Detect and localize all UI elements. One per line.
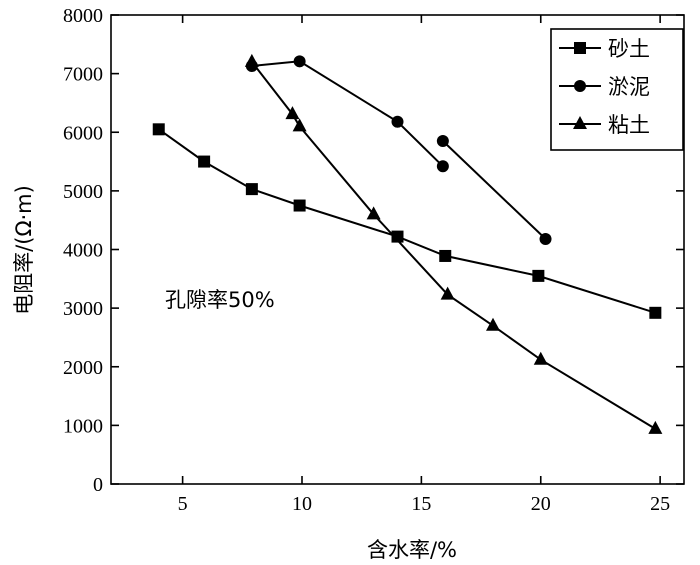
x-tick-label: 10 xyxy=(292,493,312,515)
data-point xyxy=(198,155,211,168)
data-point xyxy=(292,118,307,132)
series-line xyxy=(251,60,444,168)
data-point xyxy=(391,115,404,128)
data-point xyxy=(440,286,455,300)
data-point xyxy=(245,183,258,196)
series-line xyxy=(442,140,547,240)
y-tick-label: 0 xyxy=(93,474,103,496)
series-square xyxy=(152,123,662,319)
data-point xyxy=(436,135,449,148)
x-tick-label: 20 xyxy=(531,493,551,515)
x-tick-label: 15 xyxy=(411,493,431,515)
y-tick-label: 1000 xyxy=(63,415,103,437)
data-point xyxy=(532,269,545,282)
x-axis-title: 含水率/% xyxy=(367,538,457,562)
legend-marker xyxy=(574,42,586,54)
data-point xyxy=(152,123,165,136)
x-tick-label: 5 xyxy=(178,493,188,515)
legend-marker xyxy=(574,80,586,92)
legend-box xyxy=(550,28,684,151)
y-tick-label: 8000 xyxy=(63,5,103,27)
data-point xyxy=(539,232,552,245)
data-point xyxy=(648,420,663,434)
axes: 5 10 15 20 25 0 1000 2000 3000 4000 5000 6000 7000 80… xyxy=(63,5,685,515)
y-tick-label: 5000 xyxy=(63,181,103,203)
y-tick-label: 7000 xyxy=(63,64,103,86)
legend-marker xyxy=(573,116,587,129)
y-tick-label: 3000 xyxy=(63,298,103,320)
annotation-porosity: 孔隙率50% xyxy=(165,288,275,312)
x-tick-label: 25 xyxy=(650,493,670,515)
data-point xyxy=(366,206,381,220)
data-point xyxy=(285,106,300,120)
series-circle xyxy=(245,55,552,245)
data-point xyxy=(439,249,452,262)
plot-area xyxy=(152,53,663,434)
legend-label: 砂土 xyxy=(608,37,650,61)
series-line xyxy=(158,128,656,314)
series-triangle xyxy=(244,53,663,434)
data-point xyxy=(293,55,306,68)
y-tick-label: 6000 xyxy=(63,122,103,144)
legend-label: 淤泥 xyxy=(608,75,650,99)
data-point xyxy=(293,199,306,212)
data-point xyxy=(486,317,500,331)
y-axis-title: 电阻率/(Ω·m) xyxy=(12,185,36,315)
legend-label: 粘土 xyxy=(608,113,650,137)
data-point xyxy=(391,230,404,243)
y-tick-label: 4000 xyxy=(63,240,103,262)
data-point xyxy=(649,306,662,319)
data-point xyxy=(244,53,259,67)
data-point xyxy=(533,351,548,365)
data-point xyxy=(436,160,449,173)
y-tick-label: 2000 xyxy=(63,357,103,379)
